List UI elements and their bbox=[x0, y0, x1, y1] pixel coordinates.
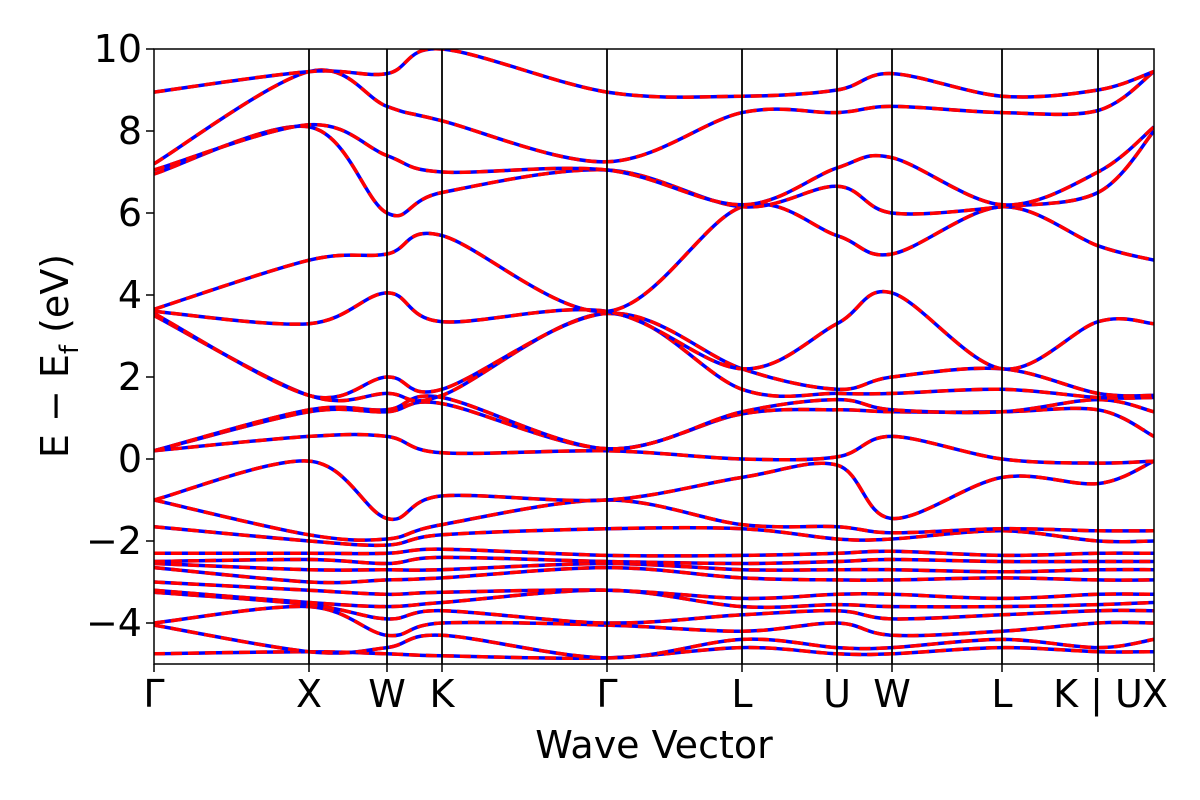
band-1-dashed bbox=[154, 623, 1154, 660]
x-tick-label: W bbox=[368, 672, 406, 716]
y-tick-label: 2 bbox=[118, 355, 142, 399]
band-9-solid bbox=[154, 547, 1154, 558]
band-16-solid bbox=[154, 311, 1154, 403]
y-tick-label: 0 bbox=[118, 437, 142, 481]
y-tick-label: 8 bbox=[118, 109, 142, 153]
y-tick-label: −4 bbox=[86, 601, 142, 645]
y-axis: 10 8 6 4 2 0 −2 −4 bbox=[86, 27, 154, 645]
plot-frame bbox=[153, 48, 1155, 665]
band-17-solid bbox=[154, 311, 1154, 400]
band-22-solid bbox=[154, 68, 1154, 166]
band-2-dashed bbox=[154, 604, 1154, 638]
band-10-solid bbox=[154, 524, 1154, 548]
x-tick-label: W bbox=[873, 672, 911, 716]
x-tick-label: K bbox=[430, 672, 456, 716]
band-3-solid bbox=[154, 590, 1154, 625]
x-tick-label: U bbox=[823, 672, 851, 716]
x-tick-label: K | U bbox=[1053, 672, 1143, 717]
y-axis-title: E − Ef (eV) bbox=[33, 254, 85, 458]
band-4-solid bbox=[154, 588, 1154, 610]
k-point-lines bbox=[308, 49, 1099, 664]
bands-layer bbox=[154, 49, 1154, 660]
x-tick-label: Γ bbox=[596, 672, 617, 716]
x-tick-label: X bbox=[1142, 672, 1168, 716]
band-15-solid bbox=[154, 394, 1154, 453]
band-11-solid bbox=[154, 498, 1154, 542]
x-tick-label: X bbox=[296, 672, 322, 716]
x-tick-label: L bbox=[731, 672, 752, 716]
y-tick-label: −2 bbox=[86, 519, 142, 563]
y-axis-title-main: E − E bbox=[33, 354, 77, 458]
band-12-solid bbox=[154, 459, 1154, 522]
y-tick-label: 10 bbox=[94, 27, 142, 71]
band-18-solid bbox=[154, 289, 1154, 371]
band-21-solid bbox=[154, 123, 1154, 207]
band-5-solid bbox=[154, 580, 1154, 601]
y-tick-label: 4 bbox=[118, 273, 142, 317]
band-13-solid bbox=[154, 432, 1154, 465]
band-0-solid bbox=[154, 645, 1154, 660]
y-axis-title-unit: (eV) bbox=[33, 254, 77, 345]
y-tick-label: 6 bbox=[118, 191, 142, 235]
band-8-solid bbox=[154, 555, 1154, 566]
x-tick-label: Γ bbox=[143, 672, 164, 716]
band-7-solid bbox=[154, 561, 1154, 574]
band-6-solid bbox=[154, 565, 1154, 585]
x-tick-label: L bbox=[991, 672, 1012, 716]
y-axis-title-subscript: f bbox=[55, 344, 85, 354]
x-axis-title: Wave Vector bbox=[535, 723, 773, 767]
